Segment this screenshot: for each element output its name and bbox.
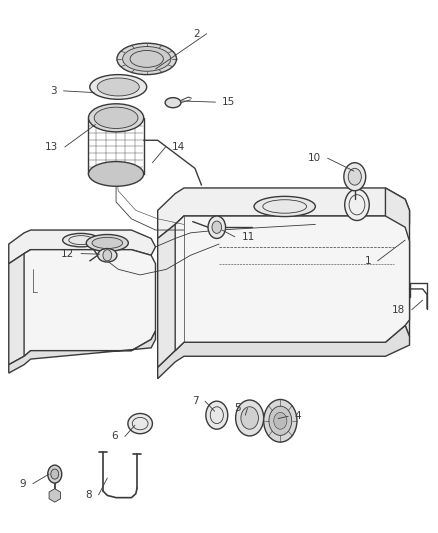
Polygon shape bbox=[9, 230, 155, 264]
Ellipse shape bbox=[92, 237, 123, 248]
Ellipse shape bbox=[98, 248, 117, 262]
Text: 10: 10 bbox=[308, 153, 321, 163]
Polygon shape bbox=[24, 249, 155, 356]
Circle shape bbox=[348, 168, 361, 185]
Circle shape bbox=[51, 469, 59, 479]
Ellipse shape bbox=[128, 414, 152, 434]
Text: 12: 12 bbox=[61, 248, 74, 259]
Polygon shape bbox=[9, 249, 31, 365]
Circle shape bbox=[344, 163, 366, 191]
Polygon shape bbox=[158, 326, 410, 379]
Text: 8: 8 bbox=[85, 490, 92, 500]
Circle shape bbox=[208, 216, 226, 238]
Ellipse shape bbox=[165, 98, 181, 108]
Text: 2: 2 bbox=[194, 29, 200, 39]
Text: 13: 13 bbox=[45, 142, 58, 152]
Text: 15: 15 bbox=[222, 97, 235, 107]
Polygon shape bbox=[175, 216, 410, 351]
Circle shape bbox=[274, 413, 287, 429]
Circle shape bbox=[206, 401, 228, 429]
Polygon shape bbox=[49, 489, 60, 502]
Polygon shape bbox=[158, 188, 410, 238]
Circle shape bbox=[264, 399, 297, 442]
Circle shape bbox=[212, 221, 222, 233]
Circle shape bbox=[269, 406, 292, 435]
Text: 9: 9 bbox=[20, 479, 26, 489]
Text: 18: 18 bbox=[392, 305, 405, 314]
Ellipse shape bbox=[117, 43, 177, 75]
Ellipse shape bbox=[86, 235, 128, 252]
Ellipse shape bbox=[88, 104, 144, 132]
Circle shape bbox=[48, 465, 62, 483]
Ellipse shape bbox=[97, 78, 139, 96]
Ellipse shape bbox=[63, 233, 99, 247]
Polygon shape bbox=[158, 216, 184, 367]
Ellipse shape bbox=[90, 75, 147, 99]
Circle shape bbox=[345, 189, 369, 221]
Text: 5: 5 bbox=[234, 403, 241, 414]
Text: 7: 7 bbox=[192, 396, 198, 406]
Circle shape bbox=[241, 407, 258, 429]
Ellipse shape bbox=[94, 107, 138, 128]
Ellipse shape bbox=[94, 76, 143, 98]
Circle shape bbox=[236, 400, 264, 436]
Circle shape bbox=[103, 249, 112, 261]
Text: 3: 3 bbox=[50, 86, 57, 96]
Ellipse shape bbox=[123, 46, 171, 71]
Polygon shape bbox=[385, 188, 410, 337]
Polygon shape bbox=[9, 331, 155, 373]
Text: 1: 1 bbox=[364, 256, 371, 266]
Text: 11: 11 bbox=[241, 232, 254, 242]
Ellipse shape bbox=[254, 196, 315, 216]
Text: 4: 4 bbox=[295, 411, 301, 421]
Ellipse shape bbox=[88, 161, 144, 186]
Text: 6: 6 bbox=[112, 432, 118, 441]
Text: 14: 14 bbox=[172, 142, 185, 152]
